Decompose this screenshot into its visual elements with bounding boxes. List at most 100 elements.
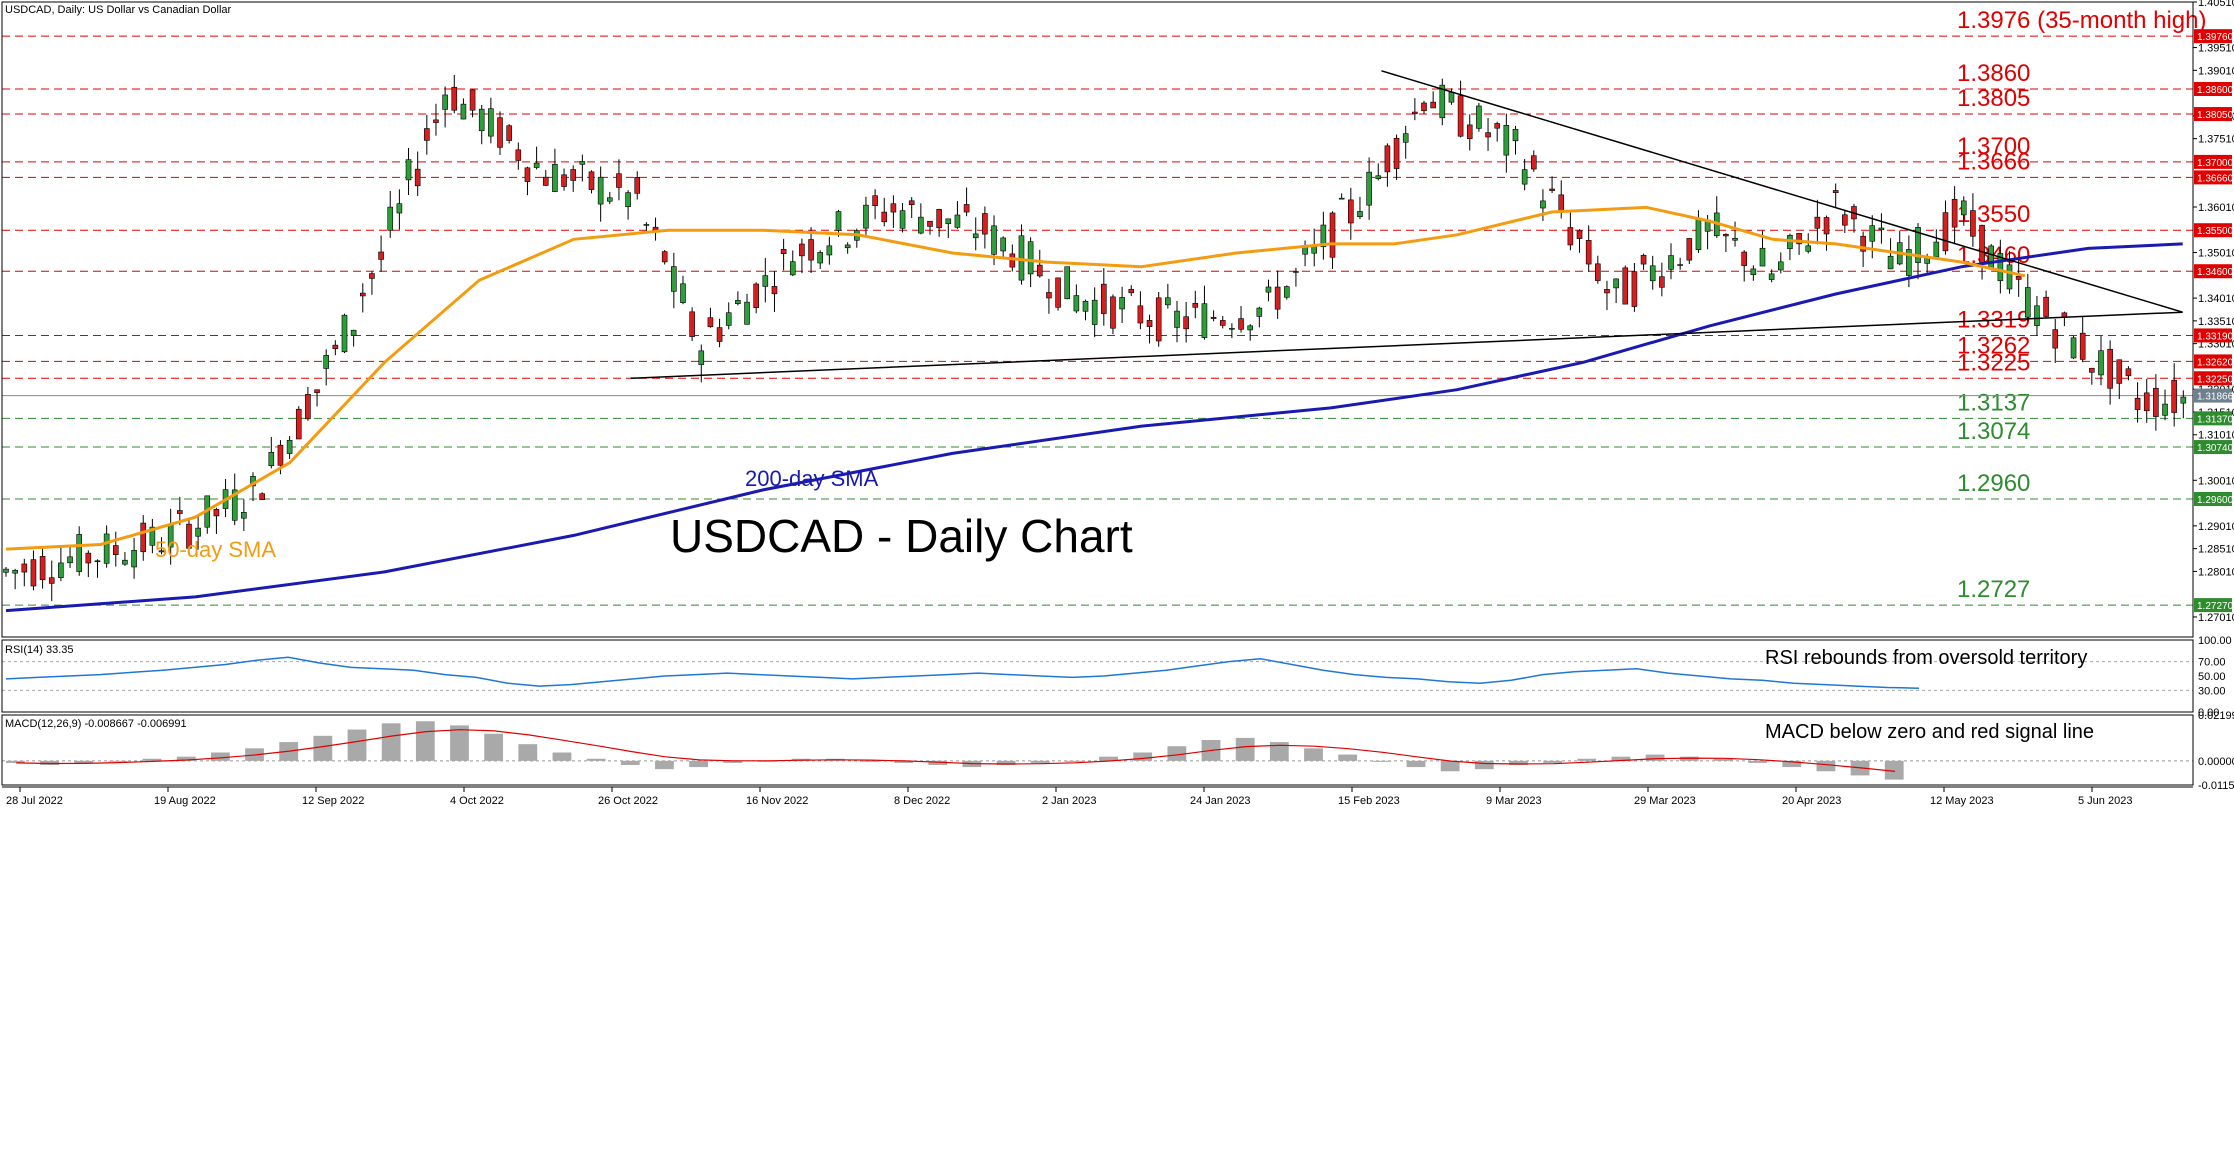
- candle-body: [1302, 246, 1308, 255]
- rsi-title: RSI(14) 33.35: [5, 644, 73, 656]
- candle-body: [936, 209, 942, 229]
- macd-bar: [552, 752, 572, 761]
- candle-body: [1101, 283, 1107, 314]
- candle-body: [1869, 225, 1876, 242]
- macd-bar: [1269, 742, 1289, 761]
- candle-body: [515, 149, 522, 161]
- macd-bar: [1167, 746, 1187, 761]
- candle-body: [1988, 245, 1995, 270]
- sma-50-line: [5, 205, 2026, 551]
- candle-body: [1137, 305, 1144, 324]
- candle-body: [48, 577, 55, 584]
- candle-body: [85, 552, 92, 564]
- macd-bar: [1235, 737, 1255, 761]
- candle-body: [1741, 251, 1747, 266]
- candle-body: [1805, 245, 1812, 252]
- candle-body: [1503, 124, 1510, 156]
- candle-body: [67, 556, 73, 564]
- candle-body: [506, 125, 512, 141]
- rsi-axis-label: 50.00: [2198, 671, 2226, 683]
- candle-body: [1960, 200, 1967, 216]
- candle-body: [1448, 92, 1455, 103]
- macd-bar: [996, 760, 1016, 765]
- price-axis-label: 1.28010: [2198, 566, 2234, 578]
- candle-body: [2043, 296, 2049, 317]
- candle-body: [1402, 133, 1409, 143]
- candle-body: [1119, 297, 1125, 310]
- candle-body: [1357, 211, 1363, 218]
- macd-bar: [381, 723, 401, 761]
- candle-body: [1274, 286, 1281, 310]
- candle-body: [1165, 297, 1171, 306]
- time-axis-label: 20 Apr 2023: [1782, 795, 1841, 807]
- time-axis-label: 19 Aug 2022: [154, 795, 216, 807]
- macd-bar: [1509, 760, 1528, 765]
- level-label: 1.2960: [1957, 470, 2030, 497]
- candle-body: [1933, 241, 1940, 258]
- level-axis-badge: [2194, 223, 2232, 238]
- candle-body: [561, 174, 567, 187]
- candle-body: [478, 108, 485, 132]
- time-axis-label: 12 May 2023: [1930, 795, 1994, 807]
- candle-body: [241, 511, 247, 519]
- candle-body: [881, 211, 888, 223]
- price-axis-label: 1.28510: [2198, 544, 2234, 556]
- time-axis-label: 9 Mar 2023: [1486, 795, 1542, 807]
- candle-body: [469, 89, 476, 111]
- candle-body: [1036, 264, 1043, 277]
- candle-body: [94, 560, 101, 563]
- candle-body: [1768, 273, 1775, 280]
- price-axis-label: 1.40510: [2198, 0, 2234, 9]
- candle-body: [1466, 124, 1473, 140]
- candle-body: [1860, 235, 1866, 252]
- candle-body: [1320, 224, 1327, 248]
- price-axis-label: 1.39510: [2198, 43, 2234, 55]
- candle-body: [1604, 289, 1610, 294]
- candle-body: [1283, 286, 1290, 298]
- candle-body: [524, 167, 531, 182]
- level-axis-label: 1.37000: [2197, 158, 2234, 169]
- candle-body: [1366, 171, 1372, 206]
- level-axis-badge: [2194, 440, 2232, 455]
- level-label: 1.3137: [1957, 389, 2030, 416]
- macd-bar: [1099, 756, 1118, 761]
- candle-body: [1777, 261, 1784, 271]
- candle-body: [1375, 175, 1382, 179]
- level-axis-badge: [2194, 170, 2232, 185]
- level-label: 1.3074: [1957, 418, 2030, 445]
- macd-bar: [586, 758, 606, 761]
- candle-body: [158, 550, 165, 553]
- candle-body: [378, 251, 384, 260]
- level-label: 1.3976 (35-month high): [1957, 7, 2207, 34]
- candle-body: [1146, 320, 1153, 327]
- macd-bar: [1474, 760, 1494, 770]
- candle-body: [1613, 278, 1619, 289]
- macd-bar: [1611, 756, 1631, 761]
- price-axis-label: 1.34010: [2198, 293, 2234, 305]
- candle-body: [314, 389, 320, 393]
- candle-body: [762, 275, 769, 287]
- candle-body: [542, 176, 549, 186]
- candle-body: [1530, 155, 1537, 170]
- candle-body: [1393, 137, 1400, 169]
- candle-body: [2079, 332, 2086, 360]
- candle-body: [497, 117, 503, 148]
- candle-body: [634, 177, 641, 194]
- candle-body: [1174, 310, 1180, 328]
- trendline-resistance: [1381, 70, 2183, 313]
- candle-body: [844, 244, 851, 249]
- candle-body: [1997, 253, 2004, 282]
- macd-bar: [176, 756, 196, 761]
- candle-body: [295, 408, 302, 440]
- candle-body: [927, 220, 933, 227]
- macd-bar: [142, 758, 162, 761]
- macd-bar: [484, 733, 504, 761]
- rsi-axis-label: 70.00: [2198, 657, 2226, 669]
- price-axis-label: 1.27010: [2198, 612, 2234, 624]
- level-axis-badge: [2194, 264, 2232, 279]
- candle-body: [1979, 224, 1985, 263]
- candle-body: [1823, 217, 1830, 235]
- candle-body: [908, 200, 915, 206]
- candle-body: [1210, 316, 1217, 319]
- candle-body: [277, 444, 284, 466]
